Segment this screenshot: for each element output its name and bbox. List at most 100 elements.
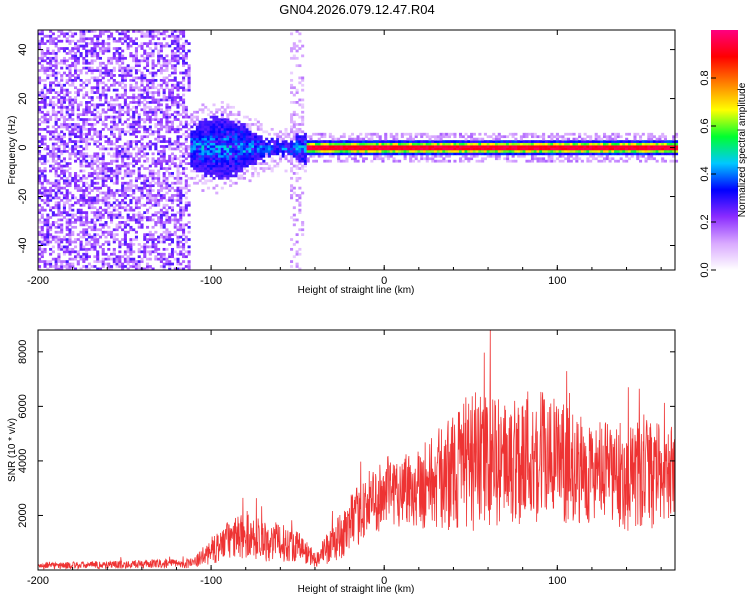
spectrogram-cell bbox=[112, 213, 116, 217]
spectrogram-cell bbox=[350, 152, 355, 156]
spectrogram-cell bbox=[107, 34, 111, 38]
spectrogram-cell bbox=[143, 78, 147, 82]
spectrogram-cell bbox=[98, 49, 102, 53]
spectrogram-cell bbox=[486, 140, 490, 143]
spectrogram-cell bbox=[218, 145, 222, 148]
spectrogram-cell bbox=[74, 76, 78, 80]
spectrogram-cell bbox=[245, 154, 249, 158]
spectrogram-cell bbox=[170, 218, 175, 222]
spectrogram-cell bbox=[168, 120, 172, 124]
spectrogram-cell bbox=[38, 152, 42, 156]
spectrogram-cell bbox=[539, 145, 543, 148]
spectrogram-cell bbox=[118, 113, 122, 117]
spectrogram-cell bbox=[514, 145, 518, 148]
spectrogram-cell bbox=[542, 135, 546, 139]
spectrogram-cell bbox=[254, 150, 258, 153]
spectrogram-cell bbox=[51, 135, 55, 139]
spectrogram-cell bbox=[201, 176, 205, 180]
spectrogram-cell bbox=[406, 152, 410, 156]
spectrogram-cell bbox=[198, 145, 202, 148]
spectrogram-cell bbox=[472, 154, 476, 158]
spectrogram-cell bbox=[303, 157, 307, 161]
spectrogram-cell bbox=[328, 159, 332, 163]
spectrogram-cell bbox=[159, 208, 163, 212]
spectrogram-cell bbox=[594, 152, 598, 156]
spectrogram-cell bbox=[79, 88, 83, 92]
spectrogram-cell bbox=[65, 81, 69, 85]
spectrogram-cell bbox=[90, 235, 94, 239]
spectrogram-cell bbox=[503, 152, 507, 156]
spectrogram-cell bbox=[234, 181, 238, 185]
spectrogram-cell bbox=[126, 243, 130, 246]
spectrogram-cell bbox=[126, 164, 130, 168]
spectrogram-cell bbox=[49, 206, 53, 210]
spectrogram-cell bbox=[146, 44, 150, 48]
spectrogram-cell bbox=[87, 132, 91, 136]
spectrogram-cell bbox=[51, 213, 55, 217]
spectrogram-cell bbox=[605, 157, 609, 161]
spectrogram-cell bbox=[132, 147, 136, 151]
spectrogram-cell bbox=[162, 159, 166, 163]
spectrogram-cell bbox=[406, 150, 410, 153]
spectrogram-cell bbox=[154, 64, 158, 68]
spectrogram-cell bbox=[553, 135, 557, 139]
spectrogram-cell bbox=[165, 235, 169, 239]
spectrogram-cell bbox=[179, 113, 183, 117]
spectrogram-cell bbox=[68, 91, 72, 94]
spectrogram-cell bbox=[281, 152, 285, 156]
spectrogram-cell bbox=[611, 152, 615, 156]
spectrogram-cell bbox=[93, 172, 97, 175]
spectrogram-cell bbox=[112, 252, 116, 256]
spectrogram-cell bbox=[162, 172, 166, 175]
spectrogram-cell bbox=[123, 252, 127, 256]
spectrogram-cell bbox=[107, 174, 111, 178]
spectrogram-cell bbox=[522, 142, 526, 146]
spectrogram-cell bbox=[306, 145, 310, 148]
spectrogram-cell bbox=[237, 167, 241, 170]
spectrogram-cell bbox=[259, 142, 263, 146]
spectrogram-cell bbox=[129, 37, 133, 41]
spectrogram-cell bbox=[218, 120, 222, 124]
spectrogram-cell bbox=[298, 152, 302, 156]
spectrogram-cell bbox=[159, 83, 163, 87]
spectrogram-cell bbox=[104, 172, 108, 175]
spectrogram-cell bbox=[157, 98, 161, 102]
spectrogram-cell bbox=[306, 157, 310, 161]
spectrogram-cell bbox=[129, 218, 133, 222]
spectrogram-cell bbox=[121, 74, 125, 77]
spectrogram-cell bbox=[223, 174, 227, 178]
spectrogram-cell bbox=[123, 221, 127, 224]
spectrogram-cell bbox=[60, 61, 64, 65]
spectrogram-cell bbox=[298, 159, 302, 163]
spectrogram-cell bbox=[134, 130, 138, 134]
spectrogram-cell bbox=[168, 206, 172, 210]
spectrogram-cell bbox=[85, 201, 89, 205]
spectrogram-cell bbox=[65, 194, 69, 197]
spectrogram-cell bbox=[165, 130, 169, 134]
spectrogram-cell bbox=[85, 162, 89, 165]
spectrogram-cell bbox=[591, 157, 595, 161]
spectrogram-cell bbox=[134, 201, 138, 205]
spectrogram-cell bbox=[193, 167, 197, 170]
spectrogram-cell bbox=[38, 189, 42, 192]
spectrogram-cell bbox=[229, 135, 233, 139]
spectrogram-cell bbox=[231, 135, 235, 139]
spectrogram-cell bbox=[187, 69, 191, 72]
spectrogram-cell bbox=[187, 83, 191, 87]
spectrogram-cell bbox=[342, 132, 346, 136]
spectrogram-cell bbox=[38, 174, 42, 178]
spectrogram-cell bbox=[98, 56, 102, 60]
spectrogram-cell bbox=[190, 169, 194, 173]
spectrogram-cell bbox=[392, 140, 396, 143]
spectrogram-cell bbox=[146, 91, 150, 94]
spectrogram-cell bbox=[151, 83, 155, 87]
spectrogram-cell bbox=[542, 142, 546, 146]
spectrogram-cell bbox=[76, 201, 80, 205]
spectrogram-cell bbox=[38, 39, 42, 43]
spectrogram-cell bbox=[223, 142, 227, 146]
spectrogram-cell bbox=[292, 123, 296, 126]
spectrogram-cell bbox=[129, 174, 133, 178]
spectrogram-cell bbox=[533, 150, 537, 153]
spectrogram-cell bbox=[392, 159, 396, 163]
spectrogram-cell bbox=[157, 93, 161, 97]
